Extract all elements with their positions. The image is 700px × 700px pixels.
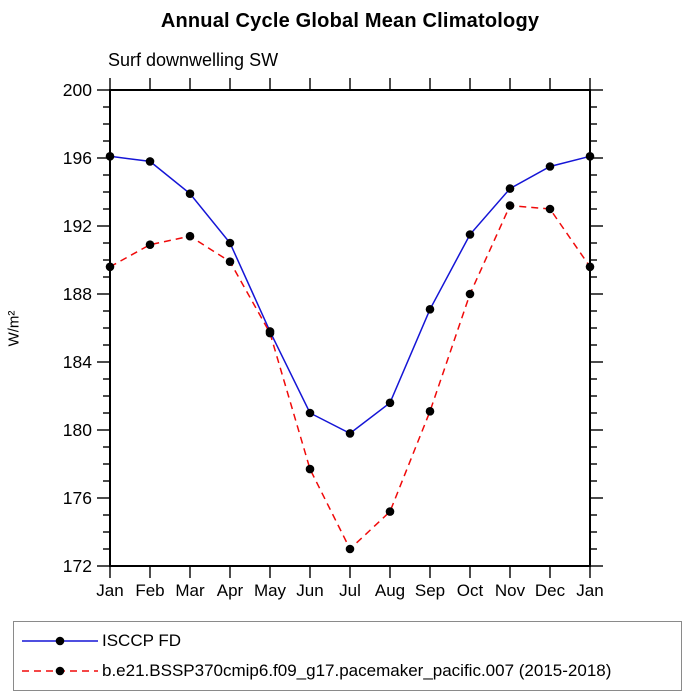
chart-subtitle: Surf downwelling SW	[108, 50, 279, 70]
series-0-marker	[145, 157, 155, 166]
series-0-marker	[505, 184, 515, 193]
series-1-marker	[505, 201, 515, 210]
series-1-marker	[545, 204, 555, 214]
x-tick-label: Feb	[135, 581, 164, 600]
y-tick-label: 196	[63, 148, 92, 168]
y-tick-label: 184	[63, 352, 92, 372]
plot-frame	[109, 89, 591, 567]
x-tick-label: Nov	[495, 581, 526, 600]
series-0-marker	[105, 152, 115, 161]
x-tick-label: Jun	[296, 581, 323, 600]
x-tick-label: Dec	[535, 581, 566, 600]
series-1-marker	[465, 289, 475, 299]
x-tick-label: Sep	[415, 581, 445, 600]
legend-marker	[55, 636, 65, 646]
series-0-marker	[225, 238, 235, 248]
x-tick-label: Jan	[96, 581, 123, 600]
series-0-marker	[345, 429, 355, 438]
x-tick-label: Jan	[576, 581, 603, 600]
x-tick-label: Mar	[175, 581, 205, 600]
series-1-marker	[105, 262, 115, 272]
series-0-marker	[585, 152, 595, 161]
chart-title: Annual Cycle Global Mean Climatology	[160, 10, 540, 32]
y-tick-label: 200	[63, 80, 92, 100]
y-tick-label: 188	[63, 284, 92, 304]
series-0-marker	[385, 398, 395, 408]
series-0-marker	[545, 162, 555, 171]
x-tick-label: Aug	[375, 581, 405, 600]
x-tick-label: Oct	[457, 581, 484, 600]
legend-line-sample	[22, 666, 98, 676]
series-1-marker	[145, 240, 155, 249]
series-0-marker	[305, 408, 315, 418]
plot-area: 172 176 180 184 188 192 196 200 Jan Feb Mar Apr May J…	[63, 78, 604, 600]
legend-label: ISCCP FD	[102, 631, 182, 650]
series-line-1	[109, 204, 591, 551]
series-1-marker	[425, 407, 435, 416]
series-0-marker	[185, 189, 195, 198]
legend-label: b.e21.BSSP370cmip6.f09_g17.pacemaker_pac…	[102, 661, 612, 680]
legend: ISCCP FD b.e21.BSSP370cmip6.f09_g17.pacem…	[13, 621, 682, 691]
series-1-marker	[265, 328, 275, 338]
y-tick-label: 192	[63, 216, 92, 236]
series-1-marker	[345, 544, 355, 554]
series-0-marker	[425, 305, 435, 314]
x-tick-label: Jul	[339, 581, 361, 600]
series-line-0	[109, 155, 591, 435]
y-tick-label: 180	[63, 420, 92, 440]
x-tick-label: May	[254, 581, 287, 600]
legend-marker	[55, 666, 65, 676]
series-1-marker	[305, 464, 315, 474]
legend-entry: b.e21.BSSP370cmip6.f09_g17.pacemaker_pac…	[20, 656, 681, 686]
x-tick-label: Apr	[217, 581, 244, 600]
series-1-marker	[385, 507, 395, 516]
series-1-marker	[225, 257, 235, 267]
series-0-marker	[465, 230, 475, 239]
series-1-marker	[585, 262, 595, 272]
legend-line-sample	[22, 636, 98, 646]
series-1-marker	[185, 231, 195, 241]
legend-entry: ISCCP FD	[20, 626, 681, 656]
y-tick-label: 176	[63, 488, 92, 508]
y-tick-label: 172	[63, 556, 92, 576]
